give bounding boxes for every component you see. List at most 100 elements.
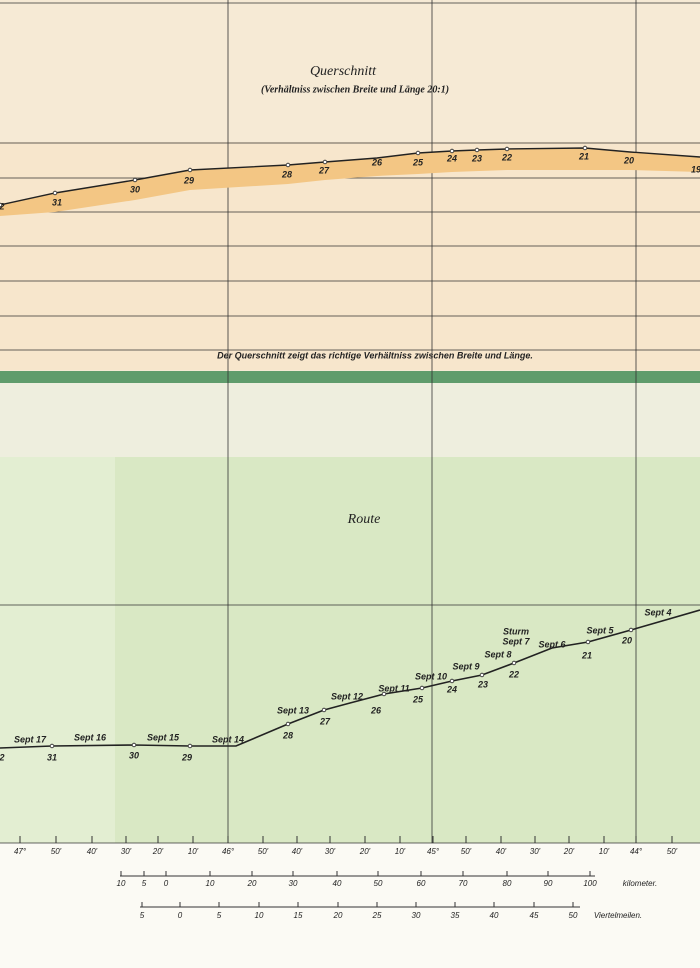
route-number: 27 [319,716,331,726]
axis-label: 50' [258,847,269,856]
route-number: 28 [282,730,293,740]
km-label: 0 [164,879,169,888]
route-number: 22 [508,669,519,679]
route-dot [49,743,55,749]
cross-section-band [0,142,700,370]
km-label: 100 [583,879,597,888]
axis-label: 10' [188,847,199,856]
vm-label: 0 [178,911,183,920]
station-dot [474,147,480,153]
vm-label: 15 [294,911,303,920]
station-dot [285,162,291,168]
route-date: Sept 13 [277,705,309,715]
vm-label: 50 [569,911,578,920]
route-date: Sept 15 [147,732,180,742]
profile-label: 21 [578,151,589,161]
km-label: 20 [247,879,257,888]
axis-label: 40' [292,847,303,856]
axis-label: 46° [222,847,235,856]
axis-label: 50' [51,847,62,856]
route-title: Route [347,512,381,527]
station-dot [504,146,510,152]
route-panel-left [0,457,115,843]
axis-label: 44° [630,847,643,856]
route-number: 30 [129,750,139,760]
vm-label: 20 [333,911,343,920]
route-dot [381,691,387,697]
route-dot [585,639,591,645]
vm-label: 25 [372,911,382,920]
route-number: 23 [477,679,488,689]
route-date: Sept 12 [331,691,363,701]
route-number: 2 [0,752,5,762]
route-dot [321,707,327,713]
route-panel [0,457,700,843]
km-label: 40 [333,879,342,888]
route-date: Sept 9 [452,661,479,671]
route-dot [187,743,193,749]
route-date: Sept 5 [586,625,614,635]
km-label: 60 [417,879,426,888]
route-date: Sept 17 [14,734,47,744]
profile-label: 29 [183,175,194,185]
route-dot [131,742,137,748]
axis-label: 30' [530,847,541,856]
km-label: 10 [117,879,126,888]
route-dot [285,721,291,727]
route-number: 21 [581,650,592,660]
vm-label: 40 [490,911,499,920]
route-dot [449,678,455,684]
vm-label: 30 [412,911,421,920]
route-date: Sept 6 [538,639,566,649]
route-date: Sept 7 [502,636,530,646]
scale-panel [0,843,700,968]
station-dot [52,190,58,196]
route-date: Sept 11 [378,683,409,693]
vm-label: 5 [140,911,145,920]
profile-label: 23 [471,153,482,163]
km-label: 30 [289,879,298,888]
km-label: 50 [374,879,383,888]
axis-label: 40' [496,847,507,856]
vm-label: 35 [451,911,460,920]
km-unit: kilometer. [623,879,657,888]
profile-label: 19 [691,164,700,174]
profile-label: 30 [130,184,140,194]
profile-label: 20 [623,155,634,165]
profile-label: 25 [412,157,424,167]
cross-section-title: Querschnitt [310,64,377,79]
route-date: Sept 4 [644,607,671,617]
axis-label: 50' [667,847,678,856]
route-number: 29 [181,752,192,762]
route-dot [628,627,634,633]
km-label: 10 [206,879,215,888]
vm-label: 45 [530,911,539,920]
route-number: 26 [370,705,382,715]
cross-section-caption: Der Querschnitt zeigt das richtige Verhä… [217,350,533,360]
km-label: 90 [544,879,553,888]
axis-label: 20' [563,847,575,856]
route-number: 24 [446,684,457,694]
axis-label: 50' [461,847,472,856]
station-dot [449,148,455,154]
route-date: Sept 14 [212,734,244,744]
axis-label: 30' [121,847,132,856]
vm-unit: Viertelmeilen. [594,911,642,920]
axis-label: 10' [395,847,406,856]
station-dot [187,167,193,173]
axis-label: 45° [427,847,440,856]
profile-label: 27 [318,165,330,175]
vm-label: 5 [217,911,222,920]
route-date: Sept 16 [74,732,107,742]
route-date: Sept 10 [415,671,447,681]
station-dot [132,177,138,183]
axis-label: 20' [359,847,371,856]
axis-label: 30' [325,847,336,856]
station-dot [0,202,3,208]
profile-label: 28 [281,169,292,179]
route-date: Sept 8 [484,649,511,659]
profile-line [0,147,700,206]
